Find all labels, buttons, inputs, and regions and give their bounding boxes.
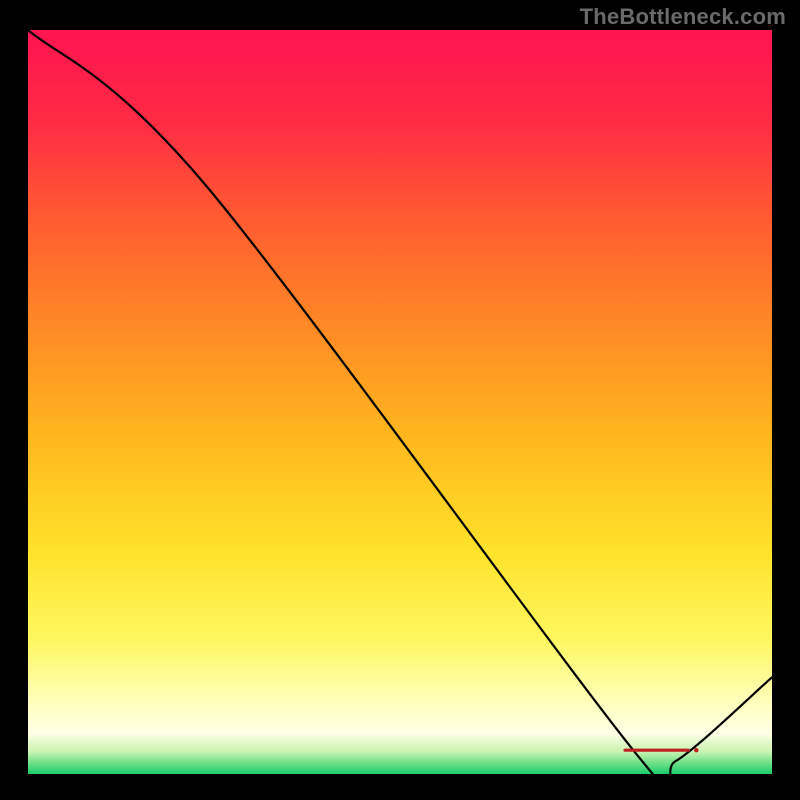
optimum-label bbox=[625, 748, 698, 752]
chart-container: TheBottleneck.com bbox=[0, 0, 800, 800]
bottleneck-chart bbox=[0, 0, 800, 800]
watermark-text: TheBottleneck.com bbox=[580, 4, 786, 30]
optimum-marker bbox=[694, 748, 698, 752]
plot-background bbox=[28, 30, 772, 774]
